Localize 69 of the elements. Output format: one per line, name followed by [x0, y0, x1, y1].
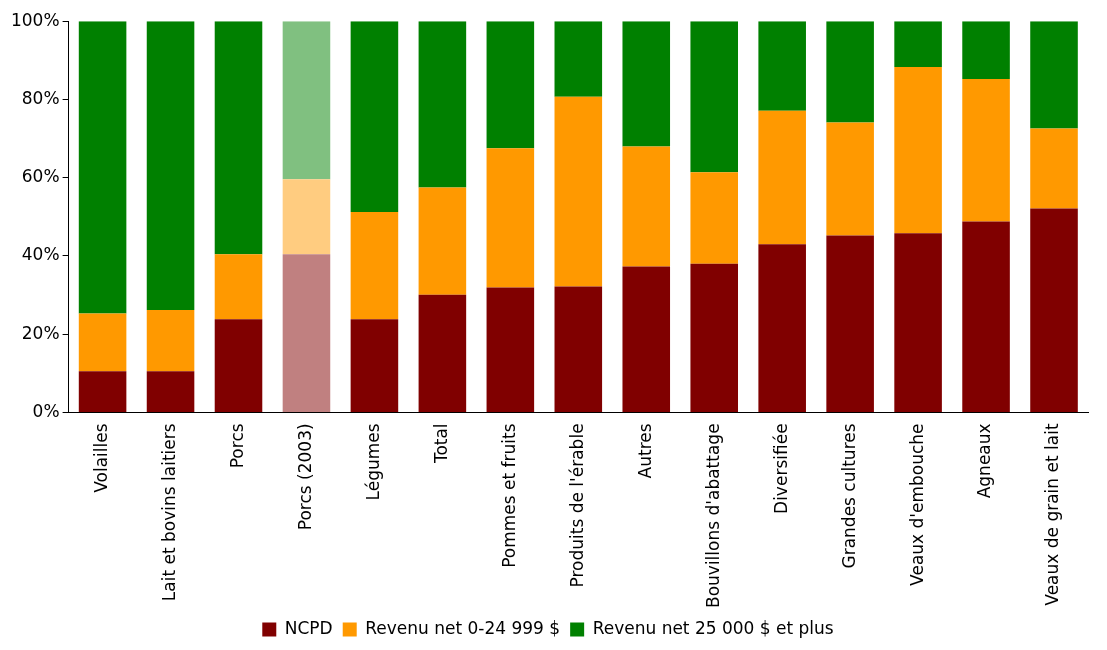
x-tick-label: Porcs (2003) — [294, 423, 315, 531]
y-tick-label: 80% — [21, 87, 60, 108]
bar — [486, 21, 535, 149]
y-tick-label: 100% — [10, 9, 60, 30]
bar — [826, 21, 874, 123]
x-tick-label: Agneaux — [974, 423, 995, 499]
bar — [418, 294, 467, 412]
bar — [350, 21, 399, 213]
bar — [758, 110, 806, 245]
legend-label: NCPD — [284, 617, 333, 638]
x-tick-label: Porcs — [226, 423, 247, 469]
x-tick-label: Produits de l'érable — [566, 423, 587, 588]
x-tick-label: Pommes et fruits — [498, 423, 519, 568]
bar — [758, 244, 806, 412]
y-tick-label: 40% — [21, 244, 60, 265]
bar — [622, 266, 671, 412]
x-tick-label: Autres — [634, 423, 655, 479]
x-tick-label: Lait et bovins laitiers — [158, 423, 179, 602]
x-tick-label: Total — [430, 423, 451, 465]
y-tick-label: 20% — [21, 322, 60, 343]
bar — [554, 96, 603, 287]
bar — [962, 79, 1010, 222]
bar — [486, 287, 535, 412]
bar — [690, 263, 739, 412]
x-tick-label: Bouvillons d'abattage — [702, 423, 723, 608]
bar — [350, 212, 399, 320]
bar — [826, 122, 874, 236]
bar — [554, 286, 603, 412]
bar — [78, 371, 127, 412]
x-tick-label: Légumes — [362, 423, 383, 501]
bar — [554, 21, 603, 97]
y-tick-label: 0% — [32, 400, 60, 421]
bar — [214, 319, 263, 412]
bar — [758, 21, 806, 111]
x-tick-label: Grandes cultures — [838, 423, 859, 569]
legend-label: Revenu net 25 000 $ et plus — [592, 617, 834, 638]
bar — [418, 187, 467, 295]
bar — [962, 21, 1010, 80]
bar — [622, 146, 671, 267]
bar — [214, 254, 263, 320]
legend-label: Revenu net 0-24 999 $ — [365, 617, 561, 638]
bar — [1030, 21, 1078, 129]
bar — [1030, 208, 1078, 412]
bar — [826, 235, 874, 412]
bar — [146, 21, 195, 310]
bar — [78, 21, 127, 314]
bar — [962, 221, 1010, 412]
bar — [1030, 128, 1078, 209]
bar — [894, 233, 942, 412]
bar — [622, 21, 671, 147]
bar — [690, 172, 739, 264]
bar — [894, 21, 942, 67]
bar — [282, 254, 331, 412]
y-tick-label: 60% — [21, 166, 60, 187]
x-tick-label: Volailles — [91, 423, 111, 493]
bar — [146, 309, 195, 372]
bar — [350, 319, 399, 412]
x-tick-label: Veaux de grain et lait — [1042, 423, 1063, 606]
bar — [690, 21, 739, 173]
bar — [282, 21, 331, 180]
x-tick-label: Diversifiée — [770, 423, 791, 514]
x-tick-label: Veaux d'embouche — [906, 423, 927, 586]
bar — [214, 21, 263, 255]
bar — [418, 21, 467, 188]
bar — [78, 313, 127, 372]
bar — [282, 179, 331, 255]
bar — [146, 371, 195, 412]
bar — [894, 66, 942, 234]
bar — [486, 148, 535, 288]
